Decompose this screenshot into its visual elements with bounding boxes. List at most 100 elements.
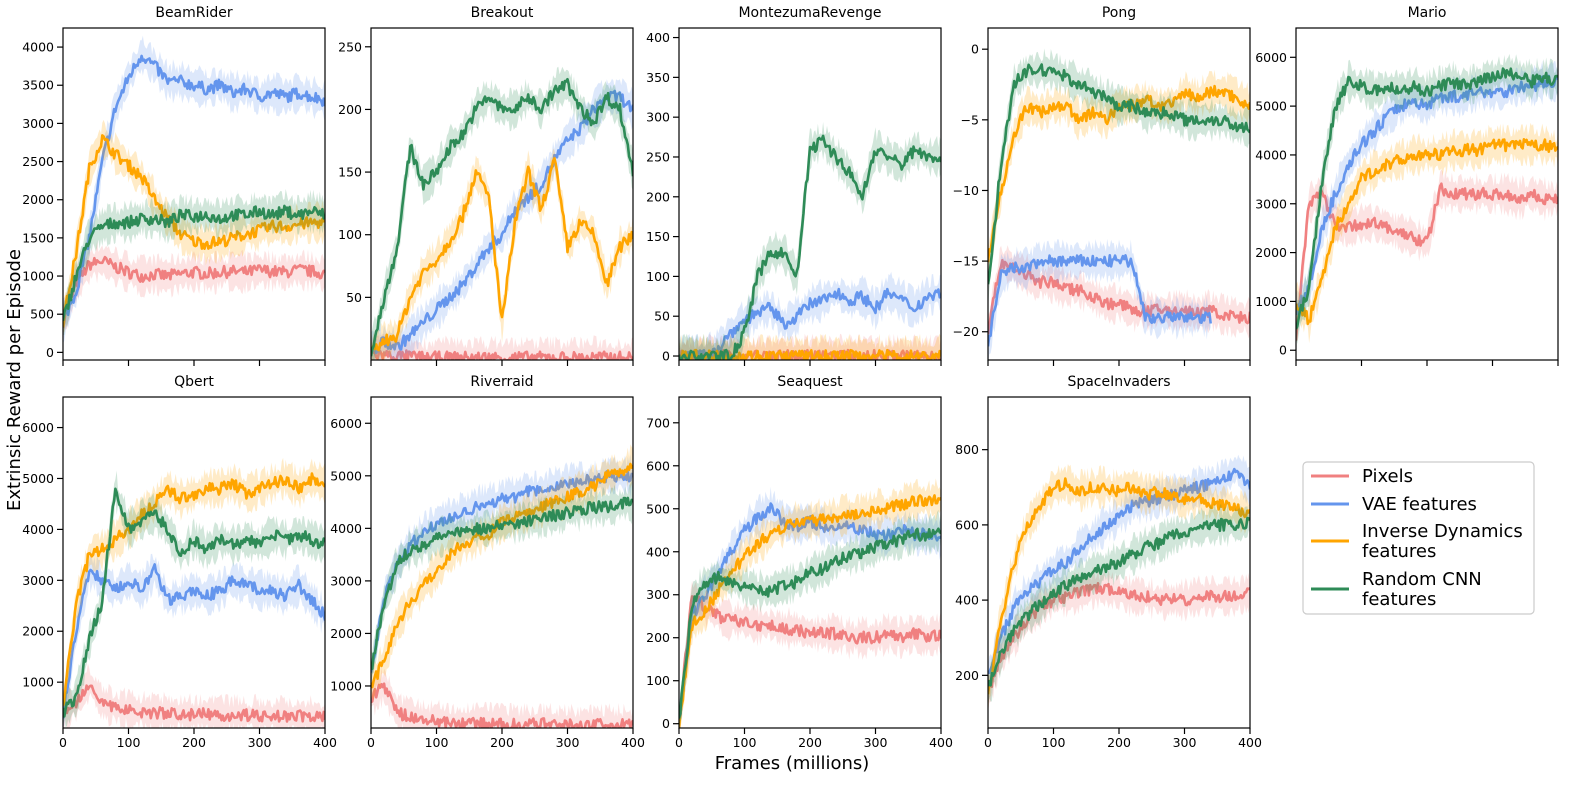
y-tick-label: 800 — [955, 442, 979, 457]
y-tick-label: 2000 — [22, 624, 54, 639]
y-tick-label: 500 — [30, 307, 54, 322]
panel-riverraid: 1000 2000 3000 4000 5000 6000 0 100 200 300 400 Riv… — [330, 374, 645, 750]
series-line-pixels — [679, 595, 941, 721]
panel-title: Pong — [1102, 5, 1136, 21]
y-tick-label: 5000 — [1255, 99, 1287, 114]
band-pixels — [63, 241, 325, 344]
y-tick-label: 0 — [662, 716, 670, 731]
y-tick-label: 200 — [646, 189, 670, 204]
series-line-rf — [371, 496, 633, 670]
series-line-pixels — [371, 682, 633, 728]
legend-label-pixels: Pixels — [1362, 466, 1413, 487]
series-line-idf — [1296, 138, 1558, 326]
legend-box — [1302, 461, 1535, 615]
series-line-vae — [371, 470, 633, 673]
y-tick-label: 200 — [338, 102, 362, 117]
series-line-rf — [679, 527, 941, 719]
panel-breakout: 50 100 150 200 250 Breakout — [338, 5, 634, 366]
legend-label-idf: Inverse Dynamics — [1362, 521, 1523, 542]
y-tick-label: 150 — [338, 165, 362, 180]
x-tick-label: 0 — [984, 735, 992, 750]
y-tick-label: 350 — [646, 70, 670, 85]
band-vae — [371, 78, 633, 360]
series-line-vae — [679, 287, 941, 360]
plot-area — [988, 454, 1250, 715]
x-tick-label: 300 — [556, 735, 580, 750]
series-line-vae — [1296, 74, 1558, 316]
y-tick-label: 1000 — [330, 678, 362, 693]
y-tick-label: 600 — [955, 517, 979, 532]
x-tick-label: 300 — [864, 735, 888, 750]
y-tick-label: 2500 — [22, 154, 54, 169]
band-vae — [63, 35, 325, 344]
x-tick-label: 0 — [675, 735, 683, 750]
x-tick-label: 200 — [798, 735, 822, 750]
y-tick-label: 200 — [955, 668, 979, 683]
chart-panels: 05001000150020002500300035004000BeamRide… — [22, 5, 1559, 750]
band-vae — [371, 454, 633, 696]
x-tick-label: 400 — [621, 735, 645, 750]
panel-title: Mario — [1408, 5, 1447, 21]
x-tick-label: 0 — [59, 735, 67, 750]
y-tick-label: 2000 — [330, 626, 362, 641]
y-tick-label: 150 — [646, 229, 670, 244]
series-line-idf — [988, 477, 1250, 695]
plot-area — [371, 444, 633, 728]
panel-mario: 0 1000 2000 3000 4000 5000 6000 Mario — [1255, 5, 1559, 366]
y-tick-label: 300 — [646, 587, 670, 602]
series-line-vae — [371, 89, 633, 356]
series-line-rf — [371, 77, 633, 357]
y-tick-label: 400 — [955, 593, 979, 608]
y-tick-label: 100 — [338, 227, 362, 242]
band-idf — [371, 444, 633, 701]
series-line-rf — [63, 487, 325, 718]
x-tick-label: 300 — [1173, 735, 1197, 750]
y-axis-label: Extrinsic Reward per Episode — [4, 249, 25, 511]
series-line-pixels — [63, 684, 325, 723]
series-line-idf — [679, 494, 941, 728]
legend-label-vae: VAE features — [1362, 494, 1477, 515]
series-line-idf — [63, 472, 325, 707]
y-tick-label: 0 — [1279, 343, 1287, 358]
panel-title: Qbert — [174, 374, 214, 390]
band-pixels — [1296, 169, 1558, 344]
panel-beamrider: 0 500 1000 1500 2000 2500 3000 3500 4000 BeamRide… — [22, 5, 326, 366]
y-tick-label: −20 — [953, 324, 979, 339]
x-tick-label: 100 — [1042, 735, 1066, 750]
x-tick-label: 0 — [367, 735, 375, 750]
plot-area — [1296, 53, 1558, 345]
band-vae — [679, 271, 941, 360]
band-idf — [679, 333, 941, 360]
band-idf — [679, 478, 941, 728]
y-tick-label: 250 — [338, 39, 362, 54]
x-tick-label: 200 — [182, 735, 206, 750]
band-idf — [988, 464, 1250, 715]
y-tick-label: 1000 — [22, 675, 54, 690]
plot-area — [371, 66, 633, 360]
series-line-pixels — [63, 255, 325, 329]
y-tick-label: −5 — [961, 112, 979, 127]
series-line-idf — [371, 462, 633, 689]
series-line-vae — [988, 253, 1212, 347]
plot-area — [988, 48, 1250, 360]
panel-title: Riverraid — [470, 374, 533, 390]
series-line-pixels — [1296, 182, 1558, 341]
band-idf — [63, 119, 325, 333]
series-line-pixels — [988, 258, 1250, 335]
y-tick-label: 1000 — [1255, 294, 1287, 309]
y-tick-label: 6000 — [22, 420, 54, 435]
y-tick-label: 700 — [646, 415, 670, 430]
plot-area — [63, 35, 325, 344]
series-line-vae — [988, 467, 1250, 674]
y-tick-label: 4000 — [330, 521, 362, 536]
panel-title: Breakout — [471, 5, 534, 21]
y-tick-label: −10 — [953, 183, 979, 198]
series-line-pixels — [371, 349, 633, 360]
legend-label-rf: Random CNN — [1362, 569, 1482, 590]
series-line-rf — [1296, 67, 1558, 330]
x-tick-label: 200 — [490, 735, 514, 750]
band-rf — [679, 122, 941, 360]
plot-area — [63, 457, 325, 728]
series-line-rf — [988, 516, 1250, 687]
